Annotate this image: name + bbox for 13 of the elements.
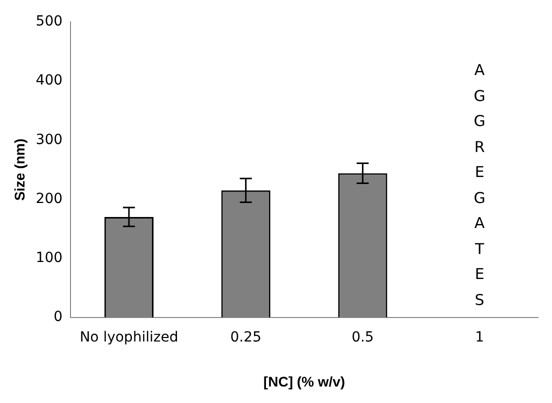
y-tick-label: 400 (36, 72, 63, 89)
text: AGGREGATES (474, 61, 486, 309)
x-tick-label: 1 (475, 329, 484, 346)
y-tick-label: 0 (54, 309, 63, 326)
x-tick-label: 0.25 (230, 329, 262, 346)
x-tick-label: No lyophilized (80, 329, 178, 346)
y-tick-label: 200 (36, 190, 63, 207)
x-axis-title: [NC] (% w/v) (263, 373, 346, 390)
x-tick-label: 0.5 (352, 329, 374, 346)
y-axis-title: Size (nm) (11, 138, 28, 201)
y-tick-label: 100 (36, 250, 63, 266)
y-tick-label: 300 (36, 132, 63, 148)
y-tick-label: 500 (36, 14, 63, 30)
